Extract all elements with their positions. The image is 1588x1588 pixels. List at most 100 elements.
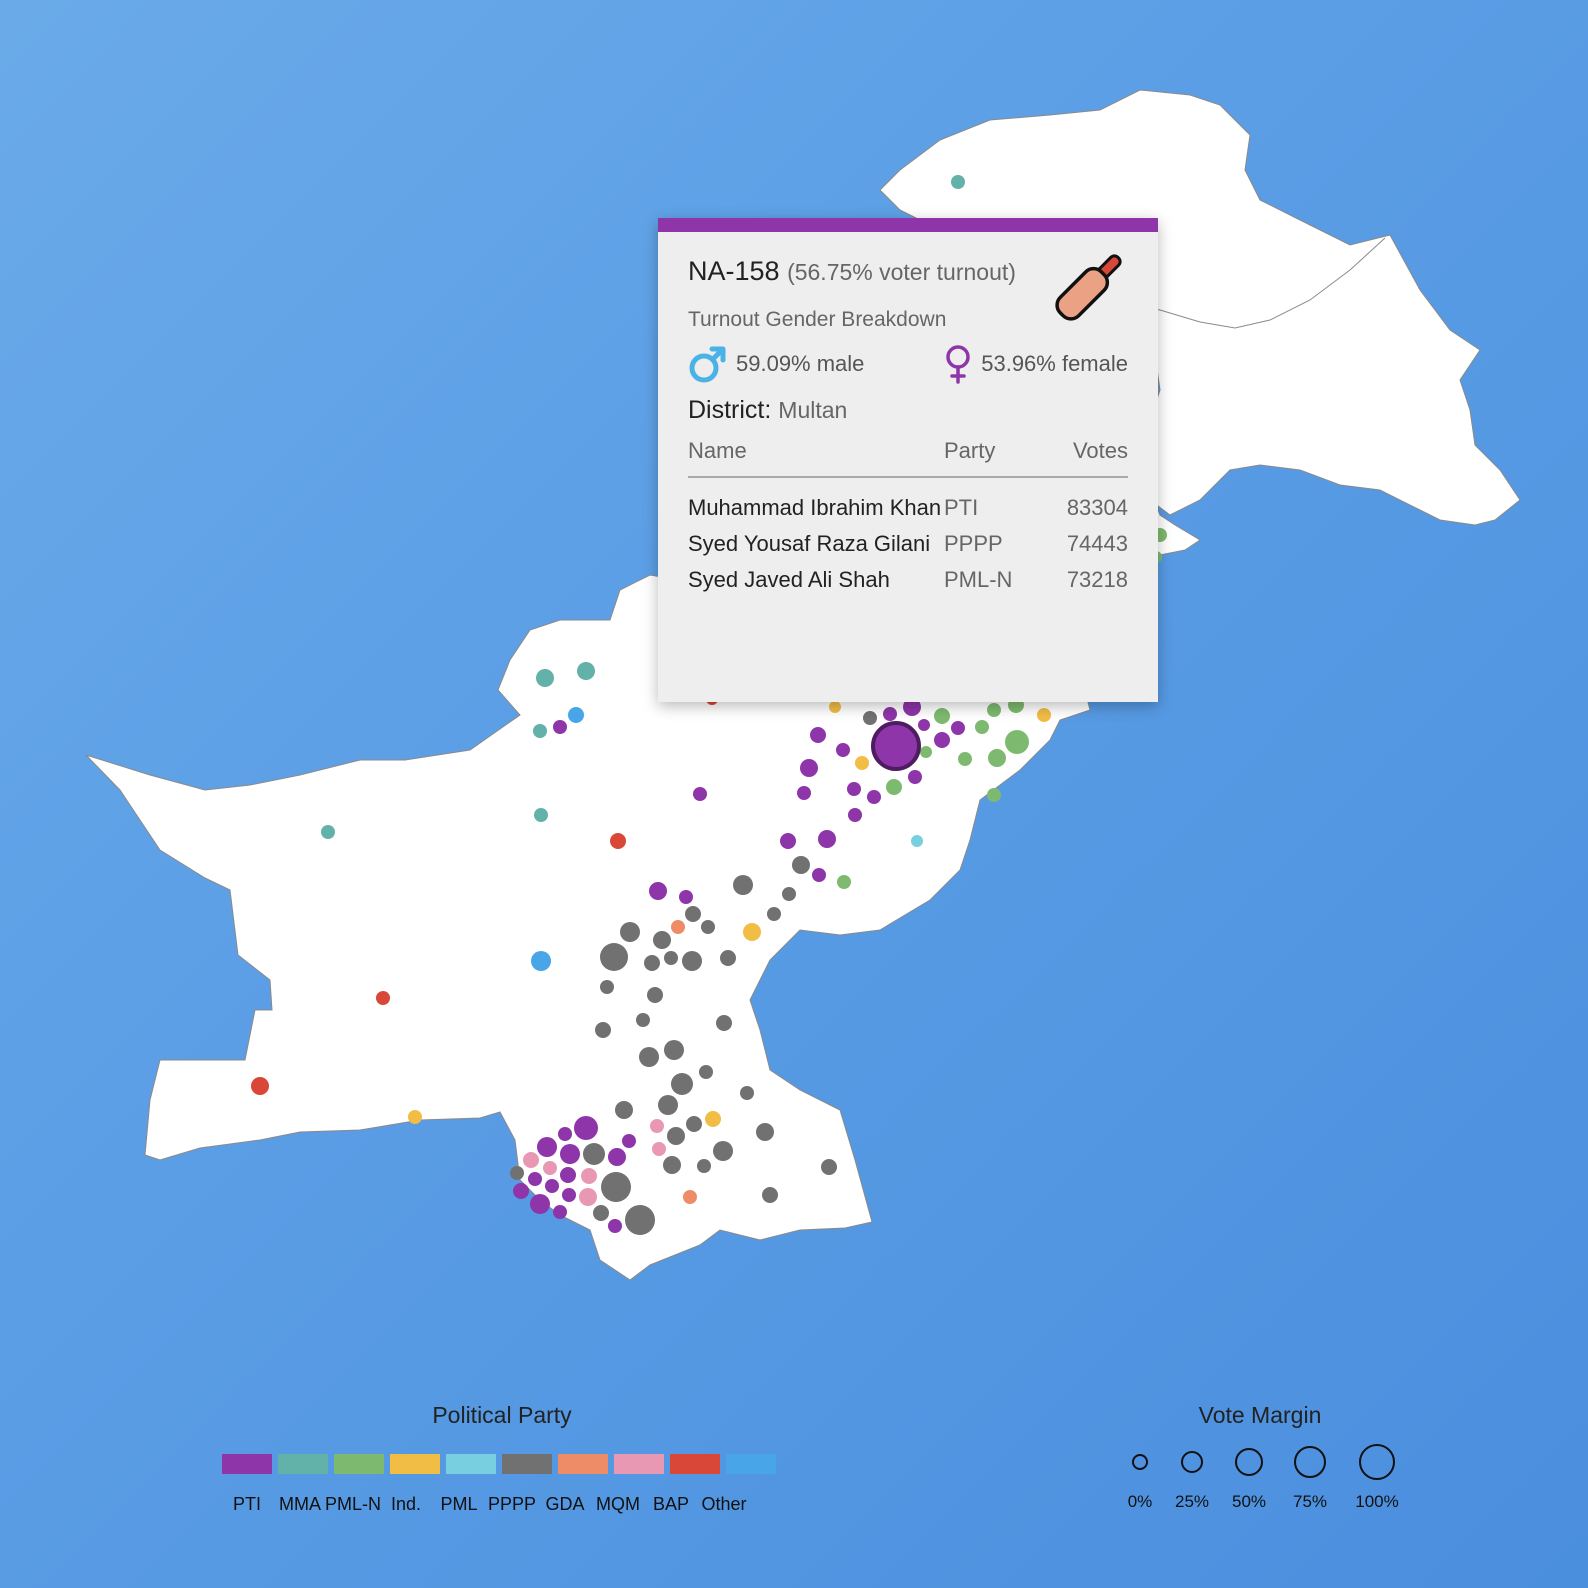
constituency-dot[interactable]: [920, 746, 932, 758]
constituency-dot[interactable]: [574, 1116, 598, 1140]
constituency-dot[interactable]: [663, 1156, 681, 1174]
constituency-dot[interactable]: [649, 882, 667, 900]
constituency-dot[interactable]: [867, 790, 881, 804]
constituency-dot[interactable]: [536, 669, 554, 687]
constituency-dot[interactable]: [975, 720, 989, 734]
constituency-dot[interactable]: [699, 1065, 713, 1079]
constituency-dot[interactable]: [903, 698, 921, 716]
constituency-dot[interactable]: [653, 931, 671, 949]
constituency-dot[interactable]: [847, 782, 861, 796]
constituency-dot[interactable]: [558, 1127, 572, 1141]
constituency-dot[interactable]: [251, 1077, 269, 1095]
constituency-dot[interactable]: [530, 1194, 550, 1214]
constituency-dot[interactable]: [513, 1183, 529, 1199]
constituency-dot[interactable]: [701, 920, 715, 934]
selected-constituency[interactable]: [871, 721, 921, 771]
constituency-dot[interactable]: [740, 1086, 754, 1100]
constituency-dot[interactable]: [376, 991, 390, 1005]
constituency-dot[interactable]: [568, 707, 584, 723]
constituency-dot[interactable]: [625, 1205, 655, 1235]
constituency-dot[interactable]: [671, 1073, 693, 1095]
constituency-dot[interactable]: [716, 1015, 732, 1031]
constituency-dot[interactable]: [951, 175, 965, 189]
constituency-dot[interactable]: [693, 787, 707, 801]
constituency-dot[interactable]: [583, 1143, 605, 1165]
constituency-dot[interactable]: [652, 1142, 666, 1156]
constituency-dot[interactable]: [1005, 730, 1029, 754]
constituency-dot[interactable]: [620, 922, 640, 942]
constituency-dot[interactable]: [664, 951, 678, 965]
constituency-dot[interactable]: [829, 701, 841, 713]
constituency-dot[interactable]: [610, 833, 626, 849]
constituency-dot[interactable]: [664, 1040, 684, 1060]
constituency-dot[interactable]: [321, 825, 335, 839]
constituency-dot[interactable]: [987, 703, 1001, 717]
constituency-dot[interactable]: [836, 743, 850, 757]
constituency-dot[interactable]: [797, 786, 811, 800]
constituency-dot[interactable]: [615, 1101, 633, 1119]
constituency-dot[interactable]: [818, 830, 836, 848]
constituency-dot[interactable]: [782, 887, 796, 901]
constituency-dot[interactable]: [934, 732, 950, 748]
constituency-dot[interactable]: [934, 708, 950, 724]
constituency-dot[interactable]: [577, 662, 595, 680]
constituency-dot[interactable]: [908, 770, 922, 784]
constituency-dot[interactable]: [720, 950, 736, 966]
constituency-dot[interactable]: [600, 980, 614, 994]
constituency-dot[interactable]: [837, 875, 851, 889]
na-158-marker[interactable]: [871, 721, 921, 771]
constituency-dot[interactable]: [543, 1161, 557, 1175]
constituency-dot[interactable]: [601, 1172, 631, 1202]
constituency-dot[interactable]: [531, 951, 551, 971]
constituency-dot[interactable]: [534, 808, 548, 822]
constituency-dot[interactable]: [679, 890, 693, 904]
constituency-dot[interactable]: [958, 752, 972, 766]
constituency-dot[interactable]: [756, 1123, 774, 1141]
constituency-dot[interactable]: [545, 1179, 559, 1193]
constituency-dot[interactable]: [951, 721, 965, 735]
constituency-dot[interactable]: [658, 1095, 678, 1115]
constituency-dot[interactable]: [812, 868, 826, 882]
constituency-dot[interactable]: [639, 1047, 659, 1067]
constituency-dot[interactable]: [713, 1141, 733, 1161]
constituency-dot[interactable]: [528, 1172, 542, 1186]
constituency-dot[interactable]: [608, 1219, 622, 1233]
constituency-dot[interactable]: [533, 724, 547, 738]
constituency-dot[interactable]: [685, 906, 701, 922]
constituency-dot[interactable]: [863, 711, 877, 725]
constituency-dot[interactable]: [886, 779, 902, 795]
constituency-dot[interactable]: [683, 1190, 697, 1204]
constituency-dot[interactable]: [762, 1187, 778, 1203]
constituency-dot[interactable]: [733, 875, 753, 895]
constituency-dot[interactable]: [636, 1013, 650, 1027]
constituency-dot[interactable]: [667, 1127, 685, 1145]
constituency-dot[interactable]: [855, 756, 869, 770]
constituency-dot[interactable]: [800, 759, 818, 777]
constituency-dot[interactable]: [644, 955, 660, 971]
constituency-dot[interactable]: [553, 720, 567, 734]
constituency-dot[interactable]: [743, 923, 761, 941]
constituency-dot[interactable]: [705, 1111, 721, 1127]
constituency-dot[interactable]: [780, 833, 796, 849]
constituency-dot[interactable]: [883, 707, 897, 721]
constituency-dot[interactable]: [671, 920, 685, 934]
constituency-dot[interactable]: [697, 1159, 711, 1173]
constituency-dot[interactable]: [988, 749, 1006, 767]
constituency-dot[interactable]: [810, 727, 826, 743]
constituency-dot[interactable]: [579, 1188, 597, 1206]
constituency-dot[interactable]: [918, 719, 930, 731]
constituency-dot[interactable]: [408, 1110, 422, 1124]
constituency-dot[interactable]: [622, 1134, 636, 1148]
constituency-dot[interactable]: [553, 1205, 567, 1219]
constituency-dot[interactable]: [987, 788, 1001, 802]
constituency-dot[interactable]: [911, 835, 923, 847]
constituency-dot[interactable]: [562, 1188, 576, 1202]
constituency-dot[interactable]: [1037, 708, 1051, 722]
constituency-dot[interactable]: [523, 1152, 539, 1168]
constituency-dot[interactable]: [600, 943, 628, 971]
constituency-dot[interactable]: [537, 1137, 557, 1157]
constituency-dot[interactable]: [510, 1166, 524, 1180]
constituency-dot[interactable]: [686, 1116, 702, 1132]
constituency-dot[interactable]: [595, 1022, 611, 1038]
constituency-dot[interactable]: [848, 808, 862, 822]
